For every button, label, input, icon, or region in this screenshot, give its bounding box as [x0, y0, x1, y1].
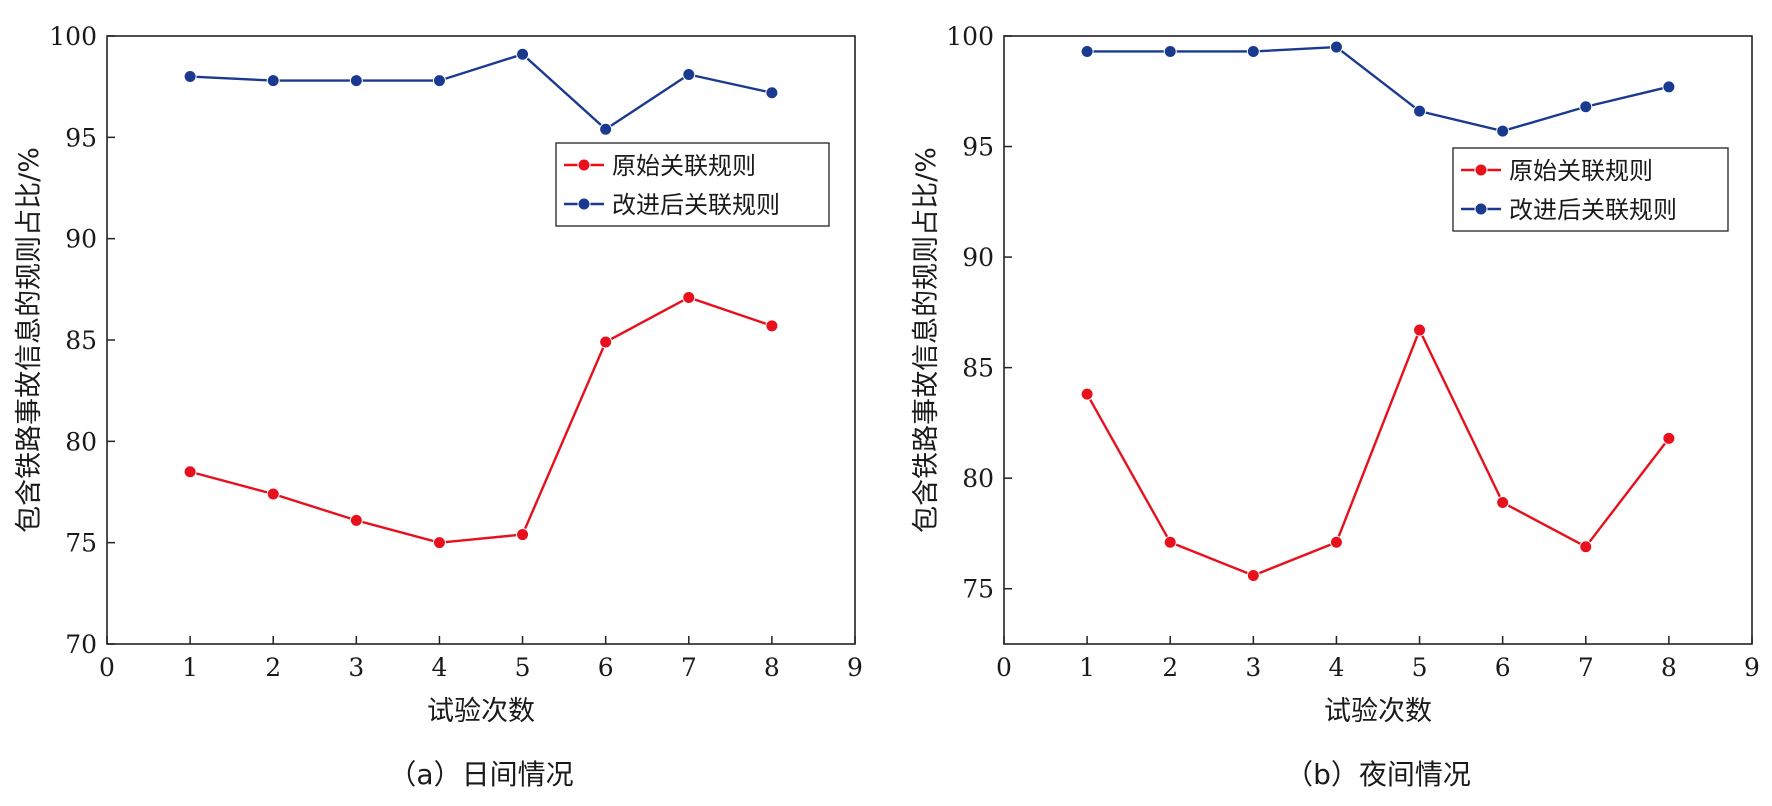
data-point [266, 487, 280, 501]
series-line [1087, 45, 1670, 133]
x-tick-label: 6 [1495, 653, 1511, 682]
data-point [1163, 44, 1177, 58]
data-point [682, 290, 696, 304]
x-tick-label: 1 [1079, 653, 1095, 682]
plot-frame [1003, 35, 1753, 645]
x-tick-label: 2 [265, 653, 281, 682]
data-point [349, 513, 363, 527]
chart-panel-b: 0 1 2 3 4 5 6 7 8 9 75 80 85 90 95 100 试验次数 包含铁路事故信息的规则占比… [911, 22, 1760, 791]
legend-swatch-marker [577, 197, 591, 211]
data-point [1246, 44, 1260, 58]
data-point [183, 70, 197, 84]
legend-swatch-marker [577, 158, 591, 172]
panel-caption: （a）日间情况 [388, 758, 573, 791]
data-point [1579, 540, 1593, 554]
x-tick-label: 2 [1162, 653, 1178, 682]
data-point [1080, 44, 1094, 58]
data-point [516, 47, 530, 61]
data-point [765, 86, 779, 100]
y-tick-label: 100 [946, 22, 994, 51]
y-tick-label: 70 [65, 630, 97, 659]
x-tick-label: 9 [847, 653, 863, 682]
data-point [1413, 104, 1427, 118]
data-point [1662, 80, 1676, 94]
data-point [516, 528, 530, 542]
y-tick-label: 85 [962, 354, 994, 383]
data-point [1163, 535, 1177, 549]
data-point [1579, 100, 1593, 114]
data-point [1496, 124, 1510, 138]
x-tick-label: 4 [1328, 653, 1344, 682]
x-tick-label: 3 [1245, 653, 1261, 682]
plot-frame [106, 35, 856, 645]
legend-swatch-marker [1474, 202, 1488, 216]
x-tick-label: 0 [99, 653, 115, 682]
data-point [682, 68, 696, 82]
legend-box [1452, 147, 1729, 232]
legend-label: 改进后关联规则 [612, 191, 780, 219]
series-line [1086, 327, 1670, 577]
series-improved [183, 47, 779, 136]
data-point [599, 122, 613, 136]
x-tick-label: 7 [1578, 653, 1594, 682]
y-tick-label: 80 [65, 427, 97, 456]
x-axis-title: 试验次数 [1324, 696, 1432, 727]
data-point [1496, 496, 1510, 510]
data-point [432, 536, 446, 550]
data-point [183, 465, 197, 479]
series-line [190, 52, 773, 131]
y-tick-label: 95 [65, 123, 97, 152]
legend-box [555, 142, 830, 227]
x-tick-label: 7 [681, 653, 697, 682]
x-tick-label: 3 [348, 653, 364, 682]
legend-swatch-marker [1474, 163, 1488, 177]
series-improved [1080, 40, 1676, 138]
y-tick-label: 90 [65, 225, 97, 254]
legend-label: 原始关联规则 [1509, 157, 1653, 185]
data-point [1662, 431, 1676, 445]
x-tick-label: 8 [764, 653, 780, 682]
x-tick-label: 0 [996, 653, 1012, 682]
data-point [1329, 40, 1343, 54]
y-tick-label: 75 [65, 529, 97, 558]
data-point [599, 335, 613, 349]
data-point [432, 74, 446, 88]
x-tick-label: 8 [1661, 653, 1677, 682]
data-point [765, 319, 779, 333]
chart-panel-a: 0 1 2 3 4 5 6 7 8 9 70 75 80 85 90 95 100 试验次数 包含铁路事故信息的规则… [14, 22, 863, 791]
data-point [349, 74, 363, 88]
x-tick-label: 5 [1412, 653, 1428, 682]
data-point [266, 74, 280, 88]
x-tick-label: 9 [1744, 653, 1760, 682]
x-tick-label: 5 [515, 653, 531, 682]
y-tick-label: 75 [962, 575, 994, 604]
x-tick-label: 4 [431, 653, 447, 682]
y-tick-label: 100 [49, 22, 97, 51]
y-axis-title: 包含铁路事故信息的规则占比/% [911, 147, 942, 533]
y-tick-label: 80 [962, 464, 994, 493]
x-axis-title: 试验次数 [427, 696, 535, 727]
data-point [1413, 323, 1427, 337]
series-original [183, 290, 779, 550]
legend-label: 改进后关联规则 [1509, 196, 1677, 224]
y-tick-label: 95 [962, 133, 994, 162]
data-point [1080, 387, 1094, 401]
series-line [189, 296, 773, 544]
y-axis-title: 包含铁路事故信息的规则占比/% [14, 147, 45, 533]
x-tick-label: 1 [182, 653, 198, 682]
x-tick-label: 6 [598, 653, 614, 682]
data-point [1329, 535, 1343, 549]
data-point [1246, 568, 1260, 582]
y-tick-label: 90 [962, 243, 994, 272]
legend-label: 原始关联规则 [612, 152, 756, 180]
panel-caption: （b）夜间情况 [1285, 758, 1471, 791]
series-original [1080, 323, 1676, 582]
y-tick-label: 85 [65, 326, 97, 355]
